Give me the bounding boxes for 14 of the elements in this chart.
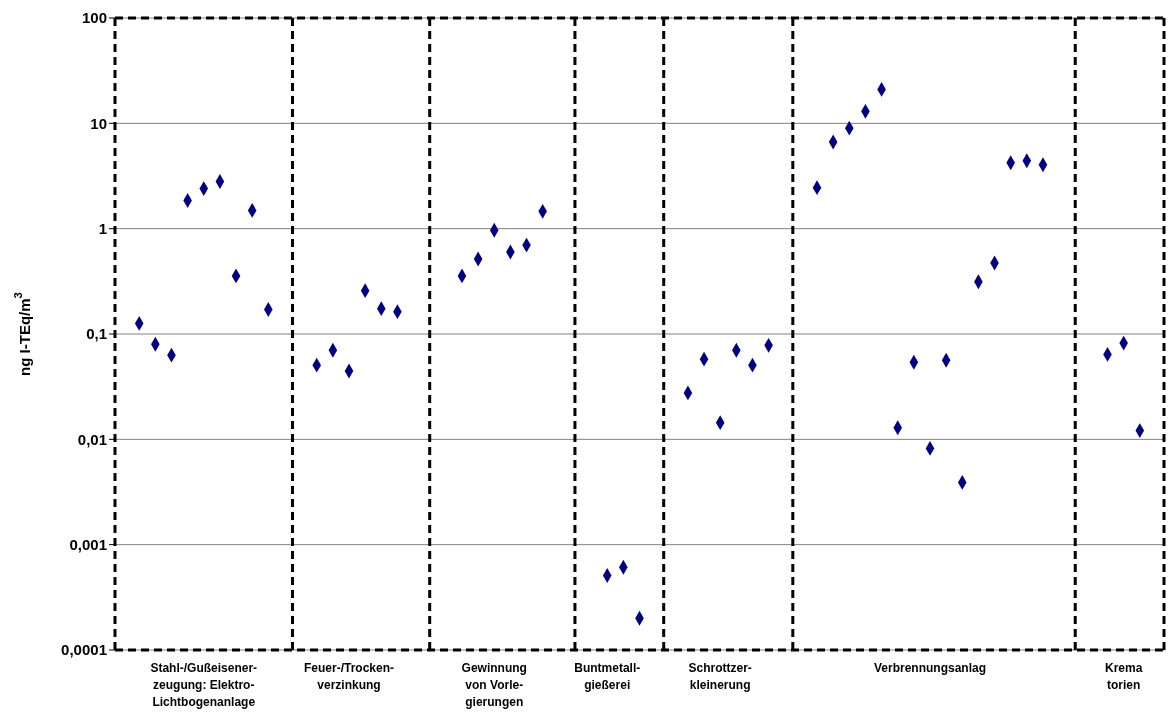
x-tick-label: Gewinnung von Vorle- gierungen xyxy=(461,661,527,709)
y-tick-label: 0,001 xyxy=(69,535,107,553)
y-tick-label: 0,01 xyxy=(77,430,107,448)
y-tick-label: 1 xyxy=(98,219,107,237)
x-tick-label: Verbrennungsanlag xyxy=(873,661,987,675)
x-tick-label: Stahl-/Gußeisener- zeugung: Elektro- Lichtbogenanlage xyxy=(150,661,258,709)
y-tick-label: 0,1 xyxy=(86,325,107,343)
x-tick-label: Krema torien xyxy=(1104,661,1143,692)
x-tick-label: Schrottzer- kleinerung xyxy=(688,661,752,692)
x-tick-label: Feuer-/Trocken- verzinkung xyxy=(303,661,395,692)
x-tick-label: Buntmetall- gießerei xyxy=(574,661,641,692)
y-tick-label: 10 xyxy=(90,114,107,132)
y-tick-label: 100 xyxy=(81,9,107,27)
y-tick-label: 0,0001 xyxy=(61,641,107,659)
